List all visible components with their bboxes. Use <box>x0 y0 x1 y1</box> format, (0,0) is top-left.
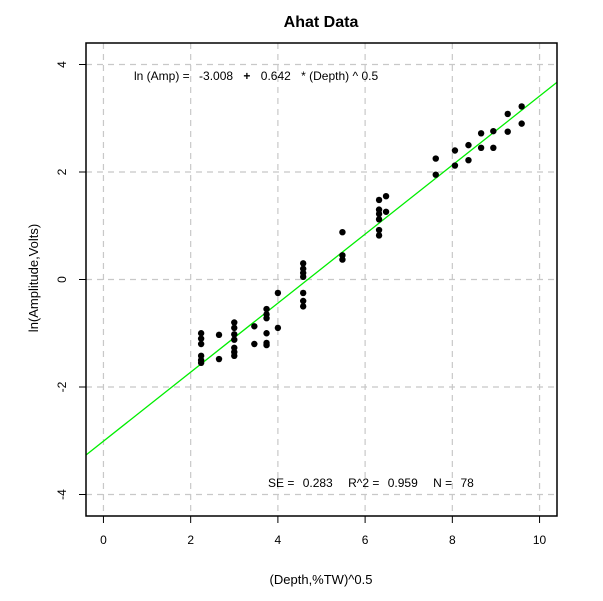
r2-label: R^2 = <box>348 476 379 490</box>
data-point <box>215 355 223 363</box>
x-tick-label: 8 <box>449 533 456 547</box>
data-point <box>197 330 205 337</box>
y-tick-label: 4 <box>55 61 69 68</box>
y-axis-label: ln(Amplitude,Volts) <box>26 224 41 332</box>
data-point <box>263 341 270 349</box>
data-point <box>263 305 270 313</box>
data-point <box>251 340 258 348</box>
data-point <box>299 289 307 297</box>
data-point <box>299 260 307 267</box>
data-point <box>231 331 238 338</box>
y-tick-label: 0 <box>55 276 69 283</box>
x-tick-label: 6 <box>362 533 369 547</box>
data-point <box>231 336 238 343</box>
chart-title: Ahat Data <box>284 14 359 31</box>
se-label: SE = <box>268 476 294 490</box>
r2-value: 0.959 <box>388 476 418 490</box>
equation-lhs: ln (Amp) = <box>134 69 190 83</box>
x-axis-label: (Depth,%TW)^0.5 <box>270 572 373 587</box>
data-point <box>518 103 525 110</box>
data-point <box>490 127 497 135</box>
data-point <box>451 162 459 169</box>
data-points <box>197 103 525 367</box>
data-point <box>231 352 238 360</box>
data-point <box>339 229 346 236</box>
data-point <box>263 315 270 322</box>
stats-annotation: SE = 0.283 R^2 = 0.959 N = 78 <box>268 476 474 490</box>
equation-rhs: * (Depth) ^ 0.5 <box>301 69 378 83</box>
data-point <box>465 141 472 149</box>
equation-annotation: ln (Amp) = -3.008 + 0.642 * (Depth) ^ 0.… <box>134 69 378 83</box>
x-tick-label: 4 <box>275 533 282 547</box>
grid <box>86 43 557 516</box>
data-point <box>375 196 383 204</box>
data-point <box>432 155 439 162</box>
data-point <box>477 144 485 152</box>
se-value: 0.283 <box>303 476 333 490</box>
equation-intercept: -3.008 <box>199 69 233 83</box>
data-point <box>375 226 383 234</box>
data-point <box>518 120 525 127</box>
data-point <box>465 156 472 164</box>
x-tick-label: 10 <box>533 533 547 547</box>
x-tick-label: 2 <box>187 533 194 547</box>
data-point <box>274 324 282 332</box>
data-point <box>375 210 383 218</box>
data-point <box>375 232 383 239</box>
data-point <box>251 323 258 330</box>
data-point <box>382 192 390 200</box>
data-point <box>215 331 223 339</box>
y-tick-label: -4 <box>55 489 69 500</box>
n-value: 78 <box>460 476 474 490</box>
data-point <box>197 359 205 367</box>
data-point <box>299 303 307 310</box>
data-point <box>375 216 383 223</box>
data-point <box>197 340 205 348</box>
data-point <box>274 289 282 297</box>
data-point <box>382 208 390 215</box>
equation-plus: + <box>243 69 250 83</box>
data-point <box>451 147 459 154</box>
x-tick-label: 0 <box>100 533 107 547</box>
data-point <box>231 319 238 326</box>
data-point <box>263 330 270 337</box>
data-point <box>490 144 497 152</box>
y-tick-label: 2 <box>55 168 69 175</box>
data-point <box>197 335 205 342</box>
data-point <box>432 171 439 178</box>
data-point <box>477 130 485 137</box>
fit-line <box>85 81 558 456</box>
data-point <box>299 273 307 281</box>
y-tick-label: -2 <box>55 381 69 392</box>
data-point <box>339 256 346 263</box>
data-point <box>299 297 307 305</box>
data-point <box>504 128 511 135</box>
n-label: N = <box>433 476 452 490</box>
data-point <box>231 324 238 332</box>
data-point <box>504 110 511 118</box>
equation-slope: 0.642 <box>261 69 291 83</box>
axis-ticks: 0 2 4 6 8 10 -4 -2 0 2 4 <box>55 61 547 547</box>
